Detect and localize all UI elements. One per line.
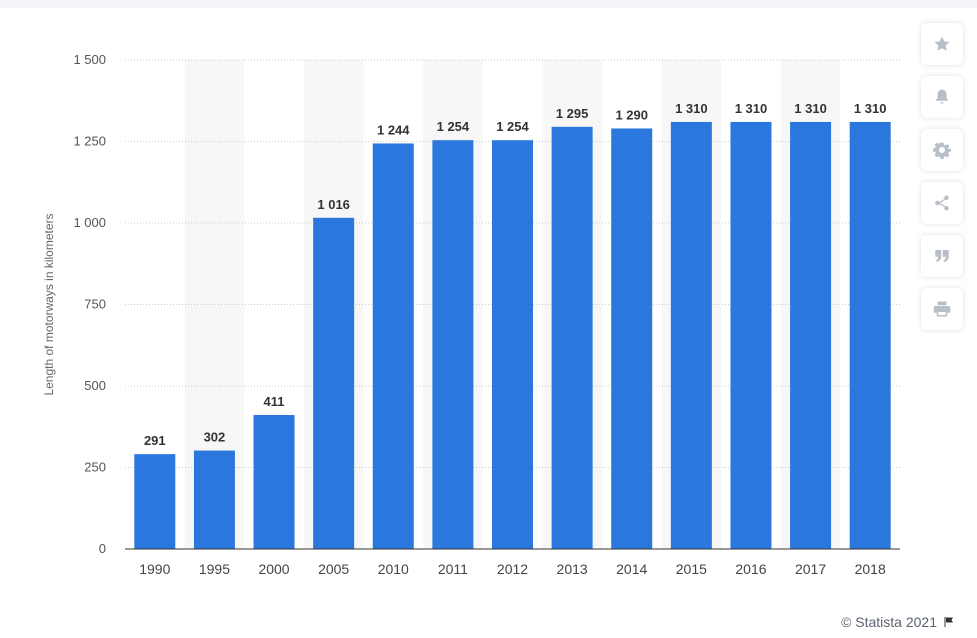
value-label-2014: 1 290 xyxy=(615,107,648,122)
settings-button[interactable] xyxy=(921,129,963,171)
y-axis-ticks: 0 250 500 750 1 000 1 250 1 500 xyxy=(73,52,106,556)
bar-1995[interactable] xyxy=(193,450,235,549)
y-tick-0: 0 xyxy=(99,541,106,556)
share-button[interactable] xyxy=(921,182,963,224)
x-tick-1995: 1995 xyxy=(199,561,230,577)
bar-2014[interactable] xyxy=(611,128,653,549)
x-tick-2011: 2011 xyxy=(438,561,468,577)
favorite-button[interactable] xyxy=(921,23,963,65)
bar-2011[interactable] xyxy=(432,140,474,550)
y-axis-label: Length of motorways in kilometers xyxy=(42,213,56,395)
bar-2013[interactable] xyxy=(551,126,593,549)
value-label-2000: 411 xyxy=(264,394,285,409)
bar-1990[interactable] xyxy=(134,454,176,549)
y-tick-1000: 1 000 xyxy=(73,215,106,230)
credit-text[interactable]: © Statista 2021 xyxy=(841,614,937,630)
x-tick-2016: 2016 xyxy=(735,561,766,577)
top-strip xyxy=(0,0,977,8)
cite-button[interactable] xyxy=(921,235,963,277)
x-tick-2012: 2012 xyxy=(497,561,528,577)
gear-icon xyxy=(933,142,951,159)
y-tick-1250: 1 250 xyxy=(73,134,106,149)
value-label-2015: 1 310 xyxy=(675,101,708,116)
print-icon xyxy=(933,301,951,317)
footer-credit: © Statista 2021 xyxy=(841,614,955,630)
y-tick-250: 250 xyxy=(84,460,106,475)
y-tick-1500: 1 500 xyxy=(73,52,106,67)
value-label-2017: 1 310 xyxy=(794,101,827,116)
x-tick-2017: 2017 xyxy=(795,561,826,577)
value-label-2018: 1 310 xyxy=(854,101,887,116)
y-tick-750: 750 xyxy=(84,297,106,312)
value-label-1990: 291 xyxy=(144,433,166,448)
bell-icon xyxy=(936,89,948,104)
bar-2018[interactable] xyxy=(849,121,891,549)
x-tick-2015: 2015 xyxy=(676,561,707,577)
value-label-2011: 1 254 xyxy=(437,119,470,134)
chart-toolbar xyxy=(921,23,965,341)
quote-icon xyxy=(935,250,949,262)
x-tick-2010: 2010 xyxy=(378,561,409,577)
notification-button[interactable] xyxy=(921,76,963,118)
flag-icon[interactable] xyxy=(943,616,955,628)
bar-2005[interactable] xyxy=(313,217,355,549)
value-label-2010: 1 244 xyxy=(377,122,410,137)
x-tick-2014: 2014 xyxy=(616,561,647,577)
value-label-2012: 1 254 xyxy=(496,119,529,134)
value-label-2013: 1 295 xyxy=(556,106,589,121)
share-icon xyxy=(935,195,949,211)
bar-2000[interactable] xyxy=(253,415,295,549)
bar-2010[interactable] xyxy=(372,143,414,549)
star-icon xyxy=(934,36,950,51)
x-tick-2013: 2013 xyxy=(557,561,588,577)
bar-2016[interactable] xyxy=(730,121,772,549)
x-tick-1990: 1990 xyxy=(139,561,170,577)
x-tick-2018: 2018 xyxy=(855,561,886,577)
x-tick-2000: 2000 xyxy=(258,561,289,577)
bar-value-labels: 291 302 411 1 016 1 244 1 254 1 254 1 295 1 290 1… xyxy=(144,101,887,448)
bar-2017[interactable] xyxy=(790,121,832,549)
print-button[interactable] xyxy=(921,288,963,330)
value-label-2005: 1 016 xyxy=(317,197,350,212)
x-tick-2005: 2005 xyxy=(318,561,349,577)
value-label-1995: 302 xyxy=(204,430,226,445)
bar-2012[interactable] xyxy=(492,140,533,550)
y-tick-500: 500 xyxy=(84,378,106,393)
value-label-2016: 1 310 xyxy=(735,101,768,116)
x-axis-ticks: 1990 1995 2000 2005 2010 2011 2012 2013 2014 2015… xyxy=(139,561,886,577)
bars xyxy=(134,121,891,550)
bar-2015[interactable] xyxy=(670,121,712,549)
